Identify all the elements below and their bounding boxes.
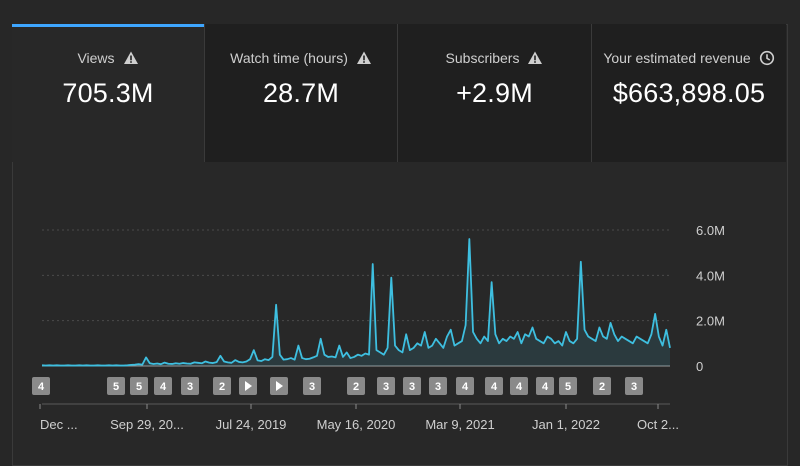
y-tick-label: 2.0M (696, 314, 725, 329)
annotation-marker-box (107, 377, 125, 395)
tab-value: $663,898.05 (612, 78, 766, 108)
annotation-marker[interactable]: 3 (303, 377, 321, 395)
annotation-marker-label: 2 (219, 381, 225, 393)
line-chart: 6.0M 4.0M 2.0M 0 4 5 5 4 3 2 3 2 3 3 3 4 4 4 4 5 2 3 Dec ... Se… (32, 223, 725, 432)
tab-label: Your estimated revenue (603, 50, 751, 66)
annotation-marker-label: 3 (187, 381, 193, 393)
tab-value: 705.3M (62, 78, 154, 108)
tab-subscribers[interactable]: Subscribers +2.9M (398, 24, 592, 162)
active-tab-indicator (12, 24, 204, 27)
annotation-marker[interactable]: 3 (625, 377, 643, 395)
annotation-marker-box (377, 377, 395, 395)
annotation-marker[interactable]: 5 (107, 377, 125, 395)
annotation-marker-box (510, 377, 528, 395)
annotation-marker-box (154, 377, 172, 395)
annotation-marker-box (181, 377, 199, 395)
annotation-marker-box (625, 377, 643, 395)
tab-label: Subscribers (445, 50, 520, 66)
views-chart: 6.0M 4.0M 2.0M 0 4 5 5 4 3 2 3 2 3 3 3 4 4 4 4 5 2 3 Dec ... Se… (30, 210, 790, 456)
annotation-marker-label: 4 (38, 381, 45, 393)
annotation-marker-box (593, 377, 611, 395)
annotation-marker[interactable]: 4 (510, 377, 528, 395)
annotation-marker-label: 3 (383, 381, 389, 393)
annotation-marker[interactable]: 5 (130, 377, 148, 395)
tab-value: +2.9M (456, 78, 533, 108)
annotation-marker[interactable]: 4 (536, 377, 554, 395)
annotation-marker[interactable]: 5 (559, 377, 577, 395)
x-tick-label: Mar 9, 2021 (425, 417, 494, 432)
annotation-marker-label: 3 (631, 381, 637, 393)
x-tick-label: Jan 1, 2022 (532, 417, 600, 432)
x-tick-label: Jul 24, 2019 (216, 417, 287, 432)
annotation-marker[interactable]: 2 (347, 377, 365, 395)
annotation-marker-box (403, 377, 421, 395)
annotation-marker-box (456, 377, 474, 395)
annotation-marker-box (485, 377, 503, 395)
play-icon (276, 381, 283, 391)
tab-revenue[interactable]: Your estimated revenue $663,898.05 (592, 24, 786, 162)
warning-icon[interactable] (123, 50, 139, 66)
tab-label: Watch time (hours) (230, 50, 348, 66)
annotation-marker-box (130, 377, 148, 395)
annotation-marker[interactable]: 3 (377, 377, 395, 395)
x-tick-label: May 16, 2020 (317, 417, 396, 432)
annotation-marker-box (303, 377, 321, 395)
annotation-marker[interactable]: 3 (429, 377, 447, 395)
annotation-marker-label: 3 (435, 381, 441, 393)
annotation-marker-label: 4 (160, 381, 167, 393)
series-line (41, 238, 671, 367)
y-tick-label: 0 (696, 359, 703, 374)
x-tick-label: Dec ... (40, 417, 78, 432)
x-tick-label: Oct 2... (637, 417, 679, 432)
annotation-marker[interactable] (270, 377, 288, 395)
annotation-marker[interactable]: 2 (213, 377, 231, 395)
tab-watch-time[interactable]: Watch time (hours) 28.7M (205, 24, 398, 162)
tab-views[interactable]: Views 705.3M (12, 24, 205, 162)
tab-value: 28.7M (262, 78, 340, 108)
annotation-marker-label: 5 (565, 381, 571, 393)
warning-icon[interactable] (527, 50, 543, 66)
annotation-marker[interactable]: 3 (403, 377, 421, 395)
x-tick-label: Sep 29, 20... (110, 417, 184, 432)
annotation-marker-box (347, 377, 365, 395)
annotation-marker[interactable] (239, 377, 257, 395)
annotation-marker-box (559, 377, 577, 395)
annotation-marker[interactable]: 3 (181, 377, 199, 395)
y-tick-label: 4.0M (696, 268, 725, 283)
annotation-marker-label: 3 (409, 381, 415, 393)
annotation-marker[interactable]: 2 (593, 377, 611, 395)
tab-label: Views (77, 50, 115, 66)
play-icon (245, 381, 252, 391)
annotation-marker[interactable]: 4 (32, 377, 50, 395)
annotation-marker-label: 2 (599, 381, 605, 393)
annotation-marker-box (536, 377, 554, 395)
annotation-marker-label: 2 (353, 381, 359, 393)
annotation-marker-label: 4 (491, 381, 498, 393)
annotation-marker-label: 4 (516, 381, 523, 393)
annotation-marker-box (429, 377, 447, 395)
annotation-marker-label: 4 (542, 381, 549, 393)
annotation-marker[interactable]: 4 (154, 377, 172, 395)
clock-icon[interactable] (759, 50, 775, 66)
metric-tabs: Views 705.3M Watch time (hours) 28.7M Su… (12, 24, 786, 162)
annotation-marker-box (213, 377, 231, 395)
warning-icon[interactable] (356, 50, 372, 66)
annotation-marker-box (32, 377, 50, 395)
series-area (42, 239, 670, 366)
y-tick-label: 6.0M (696, 223, 725, 238)
annotation-marker-label: 3 (309, 381, 315, 393)
annotation-marker[interactable]: 4 (485, 377, 503, 395)
annotation-marker-label: 5 (136, 381, 142, 393)
annotation-marker[interactable]: 4 (456, 377, 474, 395)
annotation-marker-label: 5 (113, 381, 119, 393)
annotation-marker-label: 4 (462, 381, 469, 393)
